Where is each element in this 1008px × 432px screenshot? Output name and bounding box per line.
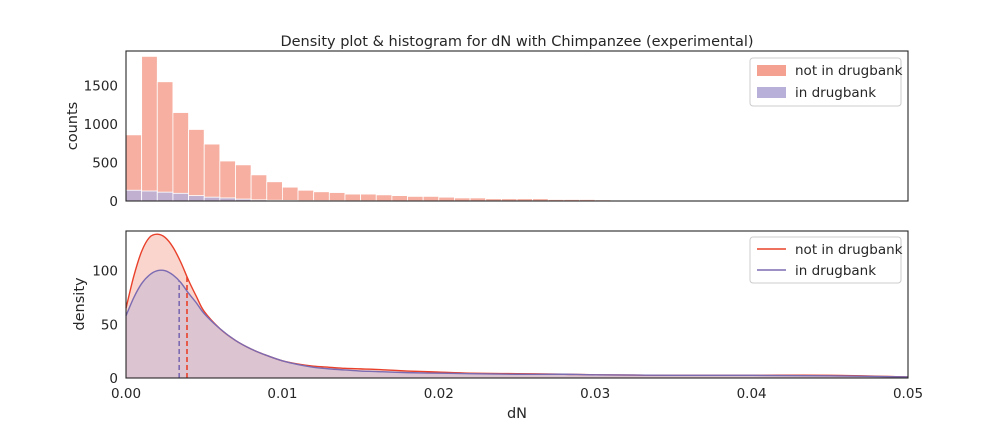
histogram-legend-swatch-in-drugbank — [757, 87, 786, 98]
histogram-not-in-drugbank-bar — [266, 181, 283, 202]
histogram-not-in-drugbank-bar — [219, 160, 236, 202]
density-line-in-drugbank — [125, 269, 909, 378]
histogram-y-tick-label: 1000 — [84, 117, 118, 133]
histogram-not-in-drugbank-bar — [156, 81, 174, 202]
histogram-legend-frame — [749, 57, 902, 107]
histogram-frame — [125, 50, 909, 202]
density-legend: not in drugbank in drugbank — [749, 236, 903, 284]
histogram-in-drugbank-bar — [141, 190, 158, 202]
density-y-label: density — [72, 277, 88, 331]
histogram-y-tick-label: 500 — [92, 156, 118, 172]
density-x-tick-label: 0.00 — [111, 386, 141, 402]
histogram-y-label: counts — [65, 102, 81, 150]
density-fill-not-in-drugbank — [126, 234, 908, 378]
histogram-legend-label-not-in-drugbank: not in drugbank — [795, 63, 903, 79]
histogram-not-in-drugbank-bar — [172, 112, 189, 202]
histogram-not-in-drugbank-bar — [328, 192, 346, 202]
histogram-not-in-drugbank-bar — [250, 174, 268, 202]
histogram-panel: 0 500 1000 1500 counts not in drugbank in d… — [65, 50, 909, 210]
histogram-in-drugbank-bar — [125, 189, 143, 202]
histogram-y-ticks: 0 500 1000 1500 — [84, 79, 118, 210]
histogram-not-in-drugbank-bar — [203, 143, 221, 202]
histogram-not-in-drugbank-bar — [391, 195, 408, 202]
density-x-tick-label: 0.03 — [580, 386, 610, 402]
histogram-not-in-drugbank-bar — [375, 194, 393, 202]
histogram-series-not-in-drugbank — [125, 55, 909, 202]
histogram-not-in-drugbank-bar — [344, 193, 361, 202]
histogram-in-drugbank-bar — [203, 196, 221, 202]
density-x-tick-label: 0.02 — [424, 386, 454, 402]
histogram-y-tick-label: 0 — [109, 194, 118, 210]
density-y-tick-label: 0 — [109, 371, 118, 387]
histogram-legend: not in drugbank in drugbank — [749, 57, 903, 107]
histogram-not-in-drugbank-bar — [188, 129, 205, 202]
histogram-not-in-drugbank-bar — [313, 191, 330, 202]
density-y-tick-label: 50 — [101, 317, 118, 333]
density-x-tick-label: 0.04 — [737, 386, 767, 402]
density-x-ticks: 0.00 0.01 0.02 0.03 0.04 0.05 — [111, 386, 923, 402]
density-x-label: dN — [507, 406, 527, 422]
histogram-not-in-drugbank-bar — [281, 186, 299, 202]
density-y-tick-label: 100 — [92, 264, 118, 280]
histogram-in-drugbank-bar — [156, 191, 174, 202]
histogram-not-in-drugbank-bar — [422, 195, 440, 202]
density-frame — [125, 230, 909, 379]
histogram-not-in-drugbank-bar — [235, 164, 252, 202]
histogram-not-in-drugbank-bar — [360, 193, 377, 202]
histogram-legend-swatch-not-in-drugbank — [757, 65, 786, 76]
histogram-y-tick-label: 1500 — [84, 79, 118, 95]
histogram-in-drugbank-bar — [188, 195, 205, 202]
histogram-not-in-drugbank-bar — [407, 195, 424, 202]
histogram-legend-label-in-drugbank: in drugbank — [795, 85, 876, 101]
histogram-not-in-drugbank-bar — [438, 196, 455, 202]
histogram-not-in-drugbank-bar — [297, 189, 315, 202]
density-fill-in-drugbank — [126, 270, 908, 378]
histogram-in-drugbank-bar — [172, 192, 189, 202]
density-legend-label-in-drugbank: in drugbank — [795, 263, 876, 279]
density-y-ticks: 0 50 100 — [92, 264, 118, 387]
density-legend-frame — [749, 236, 902, 284]
density-x-tick-label: 0.01 — [267, 386, 297, 402]
density-x-tick-label: 0.05 — [893, 386, 923, 402]
density-legend-label-not-in-drugbank: not in drugbank — [795, 242, 903, 258]
histogram-not-in-drugbank-bar — [141, 55, 158, 202]
chart-title: Density plot & histogram for dN with Chi… — [280, 34, 753, 50]
